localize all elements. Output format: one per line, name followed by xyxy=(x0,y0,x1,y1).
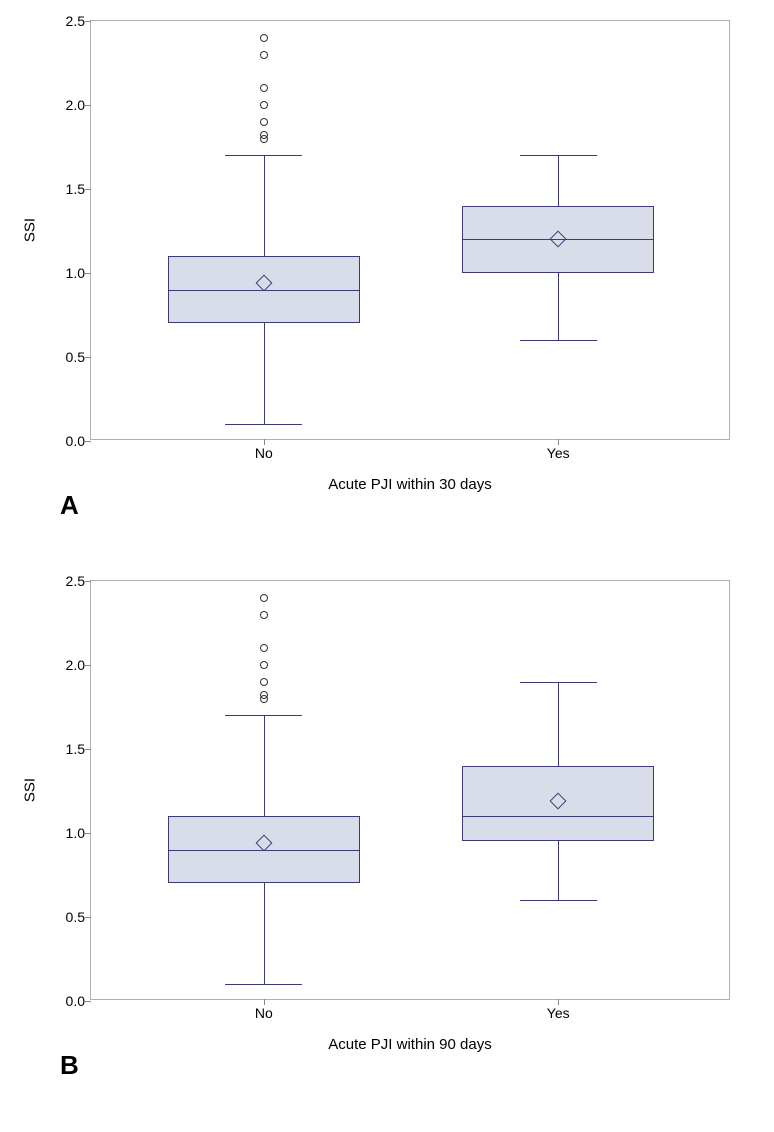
x-tick-mark xyxy=(264,439,265,445)
plot-area: 0.00.51.01.52.02.5NoYes xyxy=(90,580,730,1000)
panel-label: A xyxy=(60,490,79,521)
outlier-point xyxy=(260,131,268,139)
y-tick-mark xyxy=(85,21,91,22)
y-axis-label: SSI xyxy=(22,218,39,242)
whisker-upper xyxy=(558,155,559,205)
outlier-point xyxy=(260,691,268,699)
y-tick-mark xyxy=(85,833,91,834)
whisker-upper xyxy=(264,155,265,256)
outlier-point xyxy=(260,594,268,602)
whisker-cap-lower xyxy=(520,340,597,341)
panel-b: 0.00.51.01.52.02.5NoYes SSI Acute PJI with… xyxy=(0,560,774,1120)
median-line xyxy=(462,816,654,817)
outlier-point xyxy=(260,34,268,42)
outlier-point xyxy=(260,51,268,59)
whisker-cap-lower xyxy=(520,900,597,901)
panel-label: B xyxy=(60,1050,79,1081)
x-axis-label: Acute PJI within 90 days xyxy=(90,1036,730,1053)
outlier-point xyxy=(260,661,268,669)
y-tick-mark xyxy=(85,749,91,750)
outlier-point xyxy=(260,84,268,92)
whisker-lower xyxy=(264,323,265,424)
whisker-cap-upper xyxy=(520,682,597,683)
y-axis-label: SSI xyxy=(22,778,39,802)
whisker-lower xyxy=(558,273,559,340)
y-tick-mark xyxy=(85,917,91,918)
x-tick-mark xyxy=(558,439,559,445)
whisker-cap-lower xyxy=(225,424,302,425)
outlier-point xyxy=(260,644,268,652)
x-tick-mark xyxy=(264,999,265,1005)
y-tick-mark xyxy=(85,1001,91,1002)
y-tick-mark xyxy=(85,665,91,666)
x-axis-label: Acute PJI within 30 days xyxy=(90,476,730,493)
plot-area: 0.00.51.01.52.02.5NoYes xyxy=(90,20,730,440)
y-tick-mark xyxy=(85,581,91,582)
whisker-upper xyxy=(264,715,265,816)
whisker-cap-upper xyxy=(520,155,597,156)
y-tick-mark xyxy=(85,357,91,358)
whisker-upper xyxy=(558,682,559,766)
outlier-point xyxy=(260,101,268,109)
outlier-point xyxy=(260,118,268,126)
y-tick-mark xyxy=(85,105,91,106)
outlier-point xyxy=(260,678,268,686)
figure-container: 0.00.51.01.52.02.5NoYes SSI Acute PJI with… xyxy=(0,0,774,1132)
outlier-point xyxy=(260,611,268,619)
panel-a: 0.00.51.01.52.02.5NoYes SSI Acute PJI with… xyxy=(0,0,774,560)
whisker-lower xyxy=(558,841,559,900)
whisker-cap-upper xyxy=(225,715,302,716)
whisker-lower xyxy=(264,883,265,984)
whisker-cap-upper xyxy=(225,155,302,156)
whisker-cap-lower xyxy=(225,984,302,985)
y-tick-mark xyxy=(85,273,91,274)
y-tick-mark xyxy=(85,189,91,190)
y-tick-mark xyxy=(85,441,91,442)
x-tick-mark xyxy=(558,999,559,1005)
